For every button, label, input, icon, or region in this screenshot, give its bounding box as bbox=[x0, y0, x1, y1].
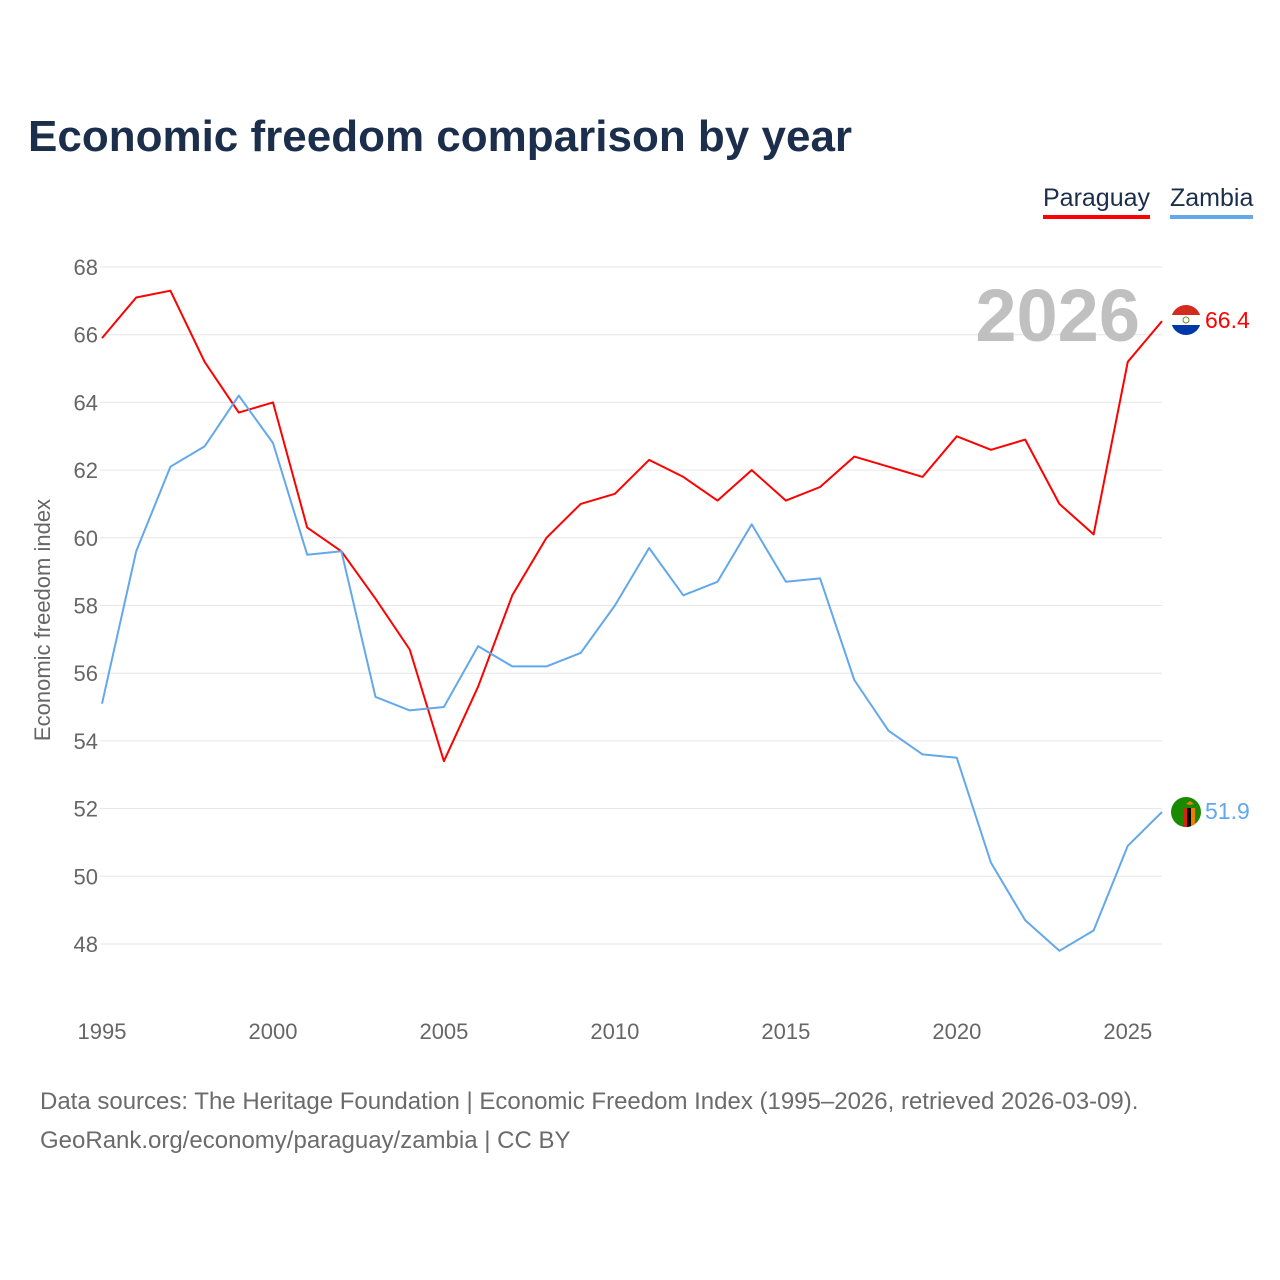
x-tick-label: 2025 bbox=[1103, 1019, 1152, 1044]
paraguay-flag-icon bbox=[1171, 305, 1201, 335]
series-line-zambia[interactable] bbox=[101, 394, 1163, 952]
y-tick-label: 56 bbox=[74, 661, 98, 686]
zambia-end-label: 51.9 bbox=[1205, 798, 1250, 824]
y-tick-label: 54 bbox=[74, 729, 98, 754]
y-tick-label: 58 bbox=[74, 594, 98, 619]
footer-attribution[interactable]: GeoRank.org/economy/paraguay/zambia | CC… bbox=[40, 1127, 571, 1154]
x-tick-label: 2000 bbox=[248, 1019, 297, 1044]
x-tick-label: 2010 bbox=[590, 1019, 639, 1044]
y-tick-label: 52 bbox=[74, 797, 98, 822]
legend-paraguay[interactable]: Paraguay bbox=[1043, 184, 1151, 219]
x-tick-label: 2015 bbox=[761, 1019, 810, 1044]
y-tick-label: 68 bbox=[74, 255, 98, 280]
x-tick-label: 2020 bbox=[932, 1019, 981, 1044]
y-tick-label: 62 bbox=[74, 458, 98, 483]
footer-sources: Data sources: The Heritage Foundation | … bbox=[40, 1088, 1139, 1115]
chart-title: Economic freedom comparison by year bbox=[28, 112, 853, 161]
y-axis-label: Economic freedom index bbox=[30, 499, 55, 741]
legend-zambia[interactable]: Zambia bbox=[1170, 184, 1254, 219]
y-tick-label: 50 bbox=[74, 864, 98, 889]
year-watermark: 2026 bbox=[975, 274, 1140, 357]
x-tick-label: 1995 bbox=[78, 1019, 127, 1044]
paraguay-end-label: 66.4 bbox=[1205, 307, 1250, 333]
y-tick-label: 64 bbox=[74, 390, 98, 415]
zambia-flag-icon bbox=[1171, 797, 1201, 827]
series-line-paraguay[interactable] bbox=[101, 289, 1163, 763]
y-tick-label: 48 bbox=[74, 932, 98, 957]
y-tick-label: 66 bbox=[74, 323, 98, 348]
y-tick-label: 60 bbox=[74, 526, 98, 551]
x-tick-label: 2005 bbox=[419, 1019, 468, 1044]
